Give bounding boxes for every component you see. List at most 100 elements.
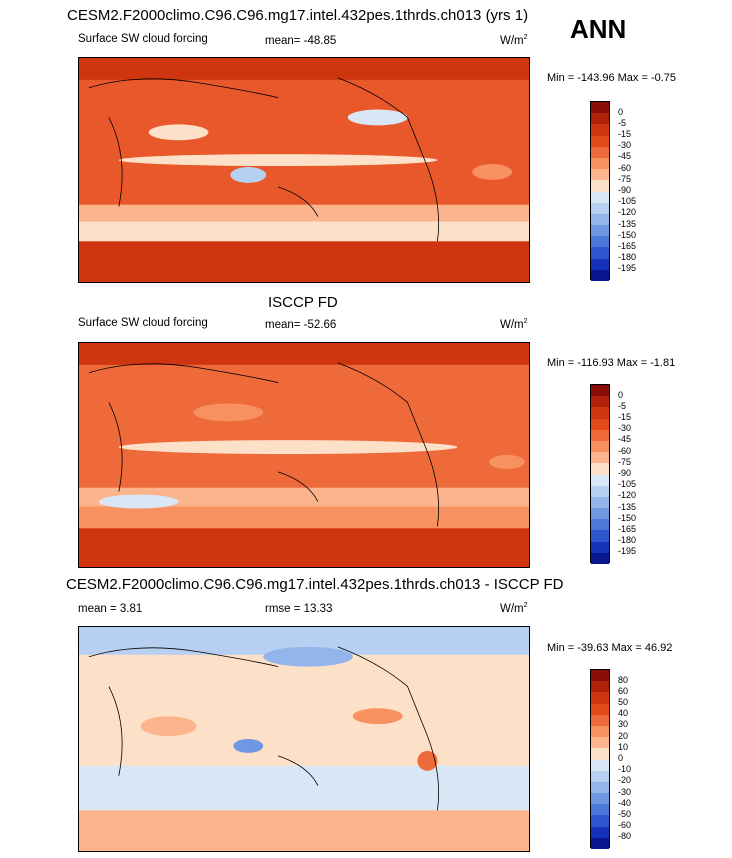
panel2-antarctic-band bbox=[79, 528, 529, 567]
panel1-southern-midlat-band bbox=[79, 204, 529, 227]
panel2-minmax: Min = -116.93 Max = -1.81 bbox=[547, 357, 676, 369]
colorbar-tick-label: 0 bbox=[618, 753, 624, 763]
panel1-antarctic-band bbox=[79, 241, 529, 282]
colorbar-swatch bbox=[591, 770, 609, 782]
colorbar-tick-label: -5 bbox=[618, 400, 627, 411]
season-label: ANN bbox=[570, 14, 627, 44]
colorbar-swatch bbox=[591, 759, 609, 771]
panel1-mean: mean= -48.85 bbox=[265, 35, 337, 47]
panel2-asia-patch bbox=[193, 403, 264, 422]
colorbar-tick-label: -180 bbox=[618, 535, 637, 546]
colorbar-tick-label: -120 bbox=[618, 490, 637, 501]
colorbar-swatch bbox=[591, 748, 609, 760]
colorbar-swatch bbox=[591, 815, 609, 827]
colorbar-tick-label: -90 bbox=[618, 185, 632, 195]
colorbar-swatch bbox=[591, 440, 609, 453]
colorbar-swatch bbox=[591, 781, 609, 794]
colorbar-tick-label: -30 bbox=[618, 140, 632, 151]
colorbar-swatch bbox=[591, 429, 609, 441]
colorbar-tick-label: -60 bbox=[618, 445, 632, 456]
colorbar-swatch bbox=[591, 202, 609, 214]
panel3-units: W/m2 bbox=[500, 602, 528, 615]
colorbar-swatch bbox=[591, 269, 609, 281]
panel3-pacific-warm bbox=[352, 708, 403, 725]
colorbar-swatch bbox=[591, 407, 609, 419]
colorbar-tick-label: 0 bbox=[618, 106, 624, 117]
colorbar-swatch bbox=[591, 496, 609, 509]
colorbar-tick-label: -105 bbox=[618, 196, 637, 207]
colorbar-swatch bbox=[591, 837, 609, 849]
colorbar-tick-label: -75 bbox=[618, 456, 632, 467]
colorbar-swatch bbox=[591, 113, 609, 125]
panel3-title: CESM2.F2000climo.C96.C96.mg17.intel.432p… bbox=[66, 576, 564, 593]
colorbar-tick-label: -80 bbox=[618, 831, 632, 842]
panel3-rmse: rmse = 13.33 bbox=[265, 603, 333, 615]
panel3-andes-warm bbox=[417, 750, 438, 771]
colorbar-swatch bbox=[591, 146, 609, 158]
colorbar-swatch bbox=[591, 418, 609, 430]
colorbar-swatch bbox=[591, 385, 609, 397]
colorbar-tick-label: 80 bbox=[618, 674, 629, 685]
colorbar-swatch bbox=[591, 552, 609, 564]
colorbar-swatch bbox=[591, 124, 609, 136]
colorbar-swatch bbox=[591, 135, 609, 147]
colorbar-swatch bbox=[591, 725, 609, 738]
colorbar-tick-label: 10 bbox=[618, 741, 629, 752]
colorbar-swatch bbox=[591, 102, 609, 114]
colorbar-swatch bbox=[591, 236, 609, 248]
colorbar-swatch bbox=[591, 247, 609, 259]
panel2-units: W/m2 bbox=[500, 318, 528, 331]
colorbar-tick-label: -150 bbox=[618, 512, 637, 523]
colorbar-tick-label: -135 bbox=[618, 218, 637, 229]
colorbar-tick-label: -90 bbox=[618, 468, 632, 478]
panel2-variable: Surface SW cloud forcing bbox=[78, 317, 208, 329]
colorbar-swatch bbox=[591, 826, 609, 838]
colorbar-tick-label: -165 bbox=[618, 240, 637, 251]
panel1-variable: Surface SW cloud forcing bbox=[78, 33, 208, 45]
colorbar-tick-label: 60 bbox=[618, 685, 629, 696]
colorbar-swatch bbox=[591, 519, 609, 531]
panel3-maritime-continent bbox=[233, 739, 264, 753]
colorbar-tick-label: -75 bbox=[618, 173, 632, 184]
panel3-map bbox=[78, 626, 530, 852]
colorbar-swatch bbox=[591, 703, 609, 715]
colorbar-tick-label: -45 bbox=[618, 151, 632, 162]
panel3-antarctic-band bbox=[79, 810, 529, 851]
panel3-africa-warm bbox=[140, 716, 197, 737]
colorbar-swatch bbox=[591, 452, 609, 464]
colorbar-tick-label: -195 bbox=[618, 546, 637, 557]
colorbar-tick-label: 0 bbox=[618, 389, 624, 400]
colorbar-swatch bbox=[591, 714, 609, 726]
colorbar-tick-label: -195 bbox=[618, 263, 637, 274]
colorbar-tick-label: -180 bbox=[618, 252, 637, 263]
colorbar-tick-label: 30 bbox=[618, 719, 629, 730]
colorbar-swatch bbox=[591, 396, 609, 408]
panel1-colorbar bbox=[590, 101, 610, 281]
colorbar-tick-label: -10 bbox=[618, 764, 632, 775]
colorbar-tick-label: 50 bbox=[618, 697, 629, 708]
colorbar-swatch bbox=[591, 508, 609, 520]
panel2-southern-midlat-band bbox=[79, 487, 529, 512]
colorbar-tick-label: -105 bbox=[618, 479, 637, 490]
panel2-map bbox=[78, 342, 530, 568]
colorbar-swatch bbox=[591, 692, 609, 704]
colorbar-tick-label: -50 bbox=[618, 808, 632, 819]
panel1-itcz bbox=[118, 154, 438, 167]
colorbar-tick-label: -15 bbox=[618, 412, 632, 423]
panel1-atlantic-patch bbox=[472, 164, 513, 180]
colorbar-swatch bbox=[591, 463, 609, 475]
colorbar-swatch bbox=[591, 737, 609, 749]
colorbar-tick-label: -30 bbox=[618, 423, 632, 434]
colorbar-swatch bbox=[591, 180, 609, 192]
panel2-arctic-band bbox=[79, 343, 529, 365]
panel2-atlantic-patch bbox=[489, 455, 526, 469]
panel2-colorbar bbox=[590, 384, 610, 564]
panel2-southern-band bbox=[79, 506, 529, 529]
colorbar-tick-label: -60 bbox=[618, 820, 632, 831]
panel2-title: ISCCP FD bbox=[268, 294, 338, 311]
colorbar-swatch bbox=[591, 541, 609, 553]
panel2-coastlines bbox=[88, 362, 440, 527]
colorbar-tick-label: -20 bbox=[618, 775, 632, 786]
panel2-south-blue bbox=[98, 494, 179, 509]
colorbar-swatch bbox=[591, 258, 609, 270]
